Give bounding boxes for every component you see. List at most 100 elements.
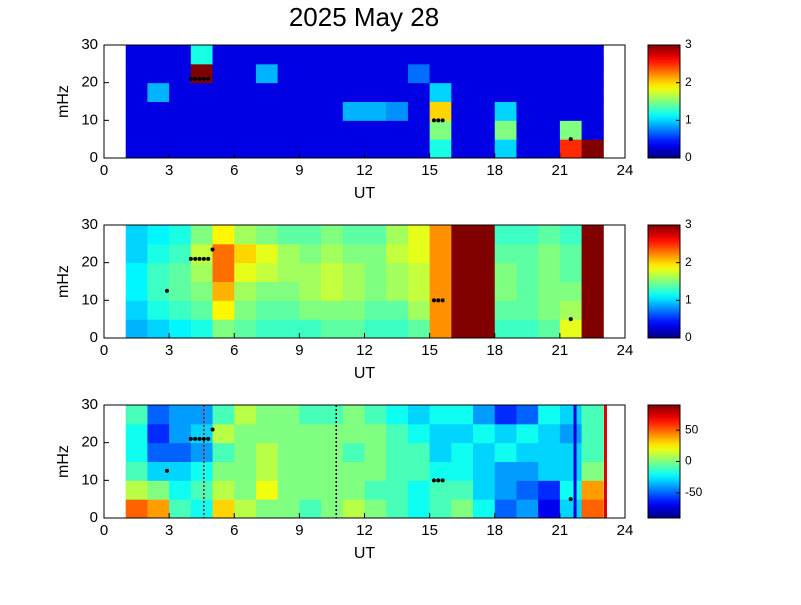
heatmap-cell <box>516 243 539 264</box>
heatmap-cell <box>473 262 496 282</box>
heatmap-cell <box>212 45 235 65</box>
colorbar-tick-label: -50 <box>685 485 703 499</box>
x-tick-label: 15 <box>421 162 438 179</box>
heatmap-cell <box>234 499 257 519</box>
heatmap-cell <box>299 63 322 84</box>
heatmap-cell <box>451 281 474 301</box>
heatmap-cell <box>212 405 235 425</box>
heatmap-cell <box>277 319 300 339</box>
heatmap-cell <box>299 480 322 500</box>
x-tick-label: 24 <box>617 162 634 179</box>
marker <box>188 436 193 441</box>
heatmap-cell <box>125 243 148 264</box>
heatmap-cell <box>581 120 604 140</box>
heatmap-cell <box>125 442 148 462</box>
heatmap-cell <box>321 243 344 264</box>
heatmap-cell <box>125 461 148 481</box>
heatmap-cell <box>364 101 387 121</box>
heatmap-cell <box>212 120 235 140</box>
heatmap-cell <box>299 405 322 425</box>
heatmap-cell <box>299 139 322 159</box>
heatmap-cell <box>473 243 496 264</box>
heatmap-cell <box>169 101 192 121</box>
heatmap-cell <box>494 120 517 140</box>
heatmap-cell <box>147 480 170 500</box>
heatmap-cell <box>190 480 214 500</box>
heatmap-cell <box>277 243 300 264</box>
heatmap-cell <box>190 319 214 339</box>
heatmap-cell <box>234 101 257 121</box>
heatmap-cell <box>451 262 474 282</box>
heatmap-cell <box>407 480 431 500</box>
heatmap-cell <box>125 101 148 121</box>
y-tick-label: 0 <box>90 149 98 166</box>
heatmap-cell <box>342 300 365 320</box>
heatmap-cell <box>255 82 279 102</box>
heatmap-cell <box>429 139 452 159</box>
x-tick-label: 9 <box>295 162 303 179</box>
heatmap-cell <box>559 82 583 102</box>
heatmap-cell <box>559 120 583 140</box>
heatmap-cell <box>407 225 431 245</box>
heatmap-cell <box>234 461 257 481</box>
heatmap-cell <box>299 82 322 102</box>
heatmap-cell <box>516 281 539 301</box>
y-axis-label: mHz <box>55 445 72 478</box>
heatmap-cell <box>581 405 604 425</box>
heatmap-cell <box>147 319 170 339</box>
heatmap-cell <box>559 45 583 65</box>
heatmap-cell <box>473 120 496 140</box>
heatmap-cell <box>494 423 517 444</box>
heatmap-cell <box>321 499 344 519</box>
marker <box>440 478 445 483</box>
marker <box>197 256 202 261</box>
y-tick-label: 0 <box>90 329 98 346</box>
heatmap-cell <box>190 225 214 245</box>
heatmap-cell <box>473 139 496 159</box>
heatmap-cell <box>451 139 474 159</box>
heatmap-cell <box>190 45 214 65</box>
heatmap-cell <box>429 480 452 500</box>
heatmap-cell <box>364 480 387 500</box>
marker <box>210 427 215 432</box>
marker <box>206 76 211 81</box>
heatmap-cell <box>451 300 474 320</box>
heatmap-cell <box>234 423 257 444</box>
heatmap-cell <box>581 423 604 444</box>
x-tick-label: 21 <box>552 342 569 359</box>
heatmap-cell <box>473 461 496 481</box>
heatmap-cell <box>190 281 214 301</box>
marker <box>436 298 441 303</box>
marker <box>188 256 193 261</box>
marker <box>210 247 215 252</box>
heatmap-cell <box>169 139 192 159</box>
heatmap-cell <box>429 319 452 339</box>
marker <box>193 436 198 441</box>
heatmap-cell <box>212 63 235 84</box>
x-axis-label: UT <box>354 365 376 382</box>
heatmap-cell <box>234 319 257 339</box>
heatmap-cell <box>516 319 539 339</box>
heatmap-cell <box>407 243 431 264</box>
heatmap-cell <box>407 281 431 301</box>
heatmap-cell <box>538 499 561 519</box>
marker <box>568 317 573 322</box>
heatmap-cell <box>190 442 214 462</box>
heatmap-cell <box>212 499 235 519</box>
heatmap-cell <box>473 300 496 320</box>
heatmap-cell <box>451 499 474 519</box>
heatmap-cell <box>407 139 431 159</box>
y-tick-label: 10 <box>81 111 98 128</box>
heatmap-cell <box>212 281 235 301</box>
marker <box>440 298 445 303</box>
heatmap-cell <box>559 281 583 301</box>
heatmap-cell <box>277 82 300 102</box>
heatmap-cell <box>581 101 604 121</box>
y-tick-label: 0 <box>90 509 98 526</box>
heatmap-cell <box>386 262 409 282</box>
heatmap-cell <box>342 499 365 519</box>
heatmap-cell <box>386 82 409 102</box>
heatmap-cell <box>212 300 235 320</box>
heatmap-cell <box>147 82 170 102</box>
heatmap-cell <box>494 63 517 84</box>
